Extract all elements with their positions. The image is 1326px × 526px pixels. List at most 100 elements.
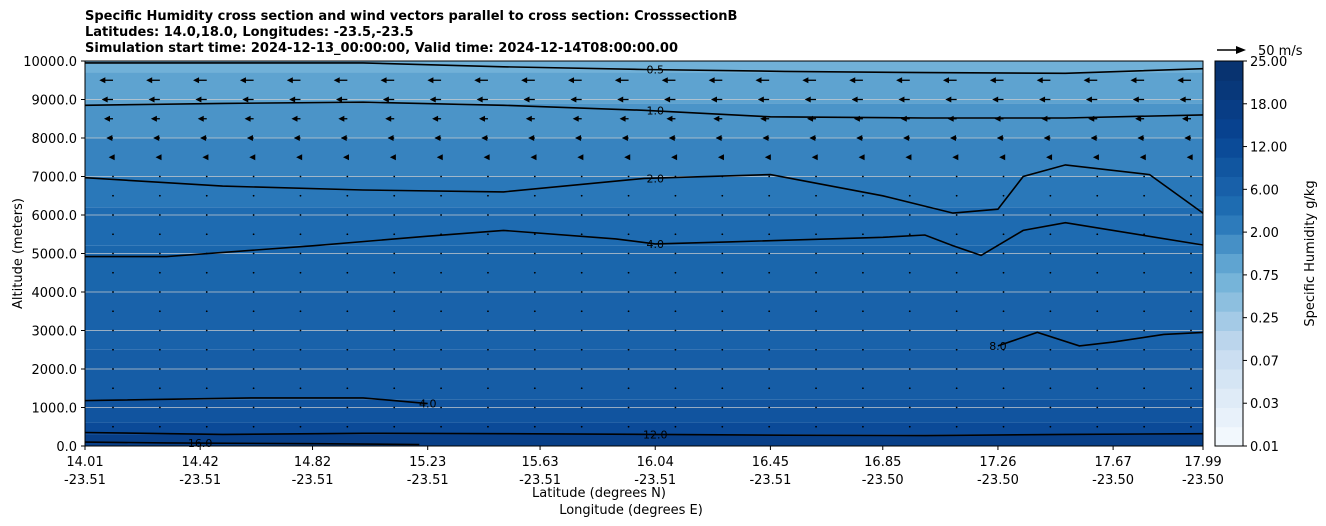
wind-key-label: 50 m/s: [1258, 44, 1303, 59]
wind-vector: [533, 387, 536, 390]
wind-vector: [815, 271, 817, 274]
wind-vector: [1002, 194, 1005, 197]
wind-vector: [158, 406, 161, 409]
wind-vector: [1049, 329, 1052, 332]
wind-vector-head: [577, 154, 584, 161]
wind-vector-head: [1132, 96, 1139, 103]
humidity-band: [85, 176, 1203, 208]
x-tick-label-lat: 16.45: [752, 455, 789, 470]
wind-vector-head: [155, 154, 162, 161]
wind-vector: [721, 387, 724, 390]
wind-vector: [674, 175, 677, 178]
wind-vector: [346, 348, 349, 351]
wind-vector-head: [717, 154, 724, 161]
colorbar-tick-label: 12.00: [1250, 141, 1287, 156]
x-tick-label-lon: -23.51: [749, 473, 791, 488]
wind-vector-head: [947, 115, 954, 122]
wind-vector: [768, 348, 771, 351]
wind-vector: [580, 348, 583, 351]
wind-vector: [158, 348, 161, 351]
wind-vector: [908, 425, 911, 428]
y-tick-label: 9000.0: [32, 94, 78, 109]
wind-vector: [533, 329, 536, 332]
colorbar-segment: [1215, 253, 1243, 274]
wind-vector: [627, 214, 630, 216]
wind-vector: [533, 425, 536, 428]
wind-vector-head: [764, 154, 771, 161]
wind-vector: [533, 348, 536, 351]
wind-vector: [815, 194, 817, 197]
wind-vector: [1143, 310, 1146, 313]
wind-vector: [627, 291, 630, 293]
wind-vector: [1002, 329, 1005, 332]
wind-vector: [862, 329, 864, 332]
wind-vector-head: [483, 154, 490, 161]
wind-vector-head: [389, 154, 396, 161]
colorbar-segment: [1215, 234, 1243, 254]
wind-vector: [815, 348, 817, 351]
wind-vector: [487, 329, 489, 332]
y-tick-label: 5000.0: [32, 248, 78, 263]
wind-vector: [1190, 271, 1192, 274]
wind-vector: [1002, 425, 1005, 428]
x-tick-label-lon: -23.51: [519, 473, 561, 488]
wind-vector: [1049, 175, 1052, 178]
wind-vector: [862, 175, 864, 178]
wind-vector: [487, 368, 489, 370]
wind-vector: [955, 291, 958, 293]
wind-vector: [580, 329, 583, 332]
wind-vector-head: [1139, 154, 1146, 161]
wind-vector: [252, 271, 255, 274]
wind-vector: [1096, 310, 1099, 313]
x-tick-label-lat: 16.04: [637, 455, 674, 470]
wind-vector-head: [195, 96, 202, 103]
wind-vector: [768, 310, 771, 313]
wind-vector: [1096, 291, 1099, 293]
wind-vector: [158, 194, 161, 197]
wind-vector-head: [202, 154, 209, 161]
wind-vector: [674, 425, 677, 428]
wind-vector: [721, 425, 724, 428]
wind-vector-head: [148, 96, 155, 103]
wind-vector: [1096, 348, 1099, 351]
wind-vector: [580, 175, 583, 178]
wind-vector: [252, 252, 255, 255]
wind-vector: [487, 387, 489, 390]
wind-vector: [205, 329, 208, 332]
wind-vector-head: [572, 115, 579, 122]
wind-vector: [346, 387, 349, 390]
wind-vector: [862, 214, 864, 216]
colorbar-segment: [1215, 349, 1243, 370]
wind-vector-head: [849, 77, 856, 84]
wind-vector-head: [1182, 115, 1188, 122]
wind-vector: [580, 425, 583, 428]
wind-vector: [1096, 214, 1099, 216]
wind-vector-head: [999, 154, 1006, 161]
x-axis-label-lon: Longitude (degrees E): [559, 503, 703, 518]
wind-vector: [1002, 310, 1005, 313]
wind-vector: [1049, 194, 1052, 197]
wind-vector: [112, 406, 114, 409]
wind-vector: [393, 175, 396, 178]
wind-vector: [112, 194, 114, 197]
humidity-band: [85, 72, 1203, 104]
colorbar-segment: [1215, 388, 1243, 408]
wind-vector: [955, 368, 958, 370]
wind-vector: [393, 425, 396, 428]
wind-vector: [393, 329, 396, 332]
colorbar-segment: [1215, 426, 1243, 447]
wind-vector: [440, 368, 442, 370]
wind-vector-head: [336, 96, 343, 103]
wind-vector: [252, 175, 255, 178]
x-tick-label-lat: 17.99: [1184, 455, 1221, 470]
wind-vector: [299, 425, 302, 428]
wind-vector-head: [246, 135, 253, 141]
contour-label: 8.0: [989, 340, 1007, 353]
wind-vector-head: [521, 77, 528, 84]
wind-vector-head: [905, 154, 912, 161]
wind-vector: [1190, 406, 1192, 409]
wind-vector: [1002, 214, 1005, 216]
colorbar-tick-label: 0.75: [1250, 269, 1279, 284]
wind-vector: [299, 329, 302, 332]
wind-vector: [346, 271, 349, 274]
